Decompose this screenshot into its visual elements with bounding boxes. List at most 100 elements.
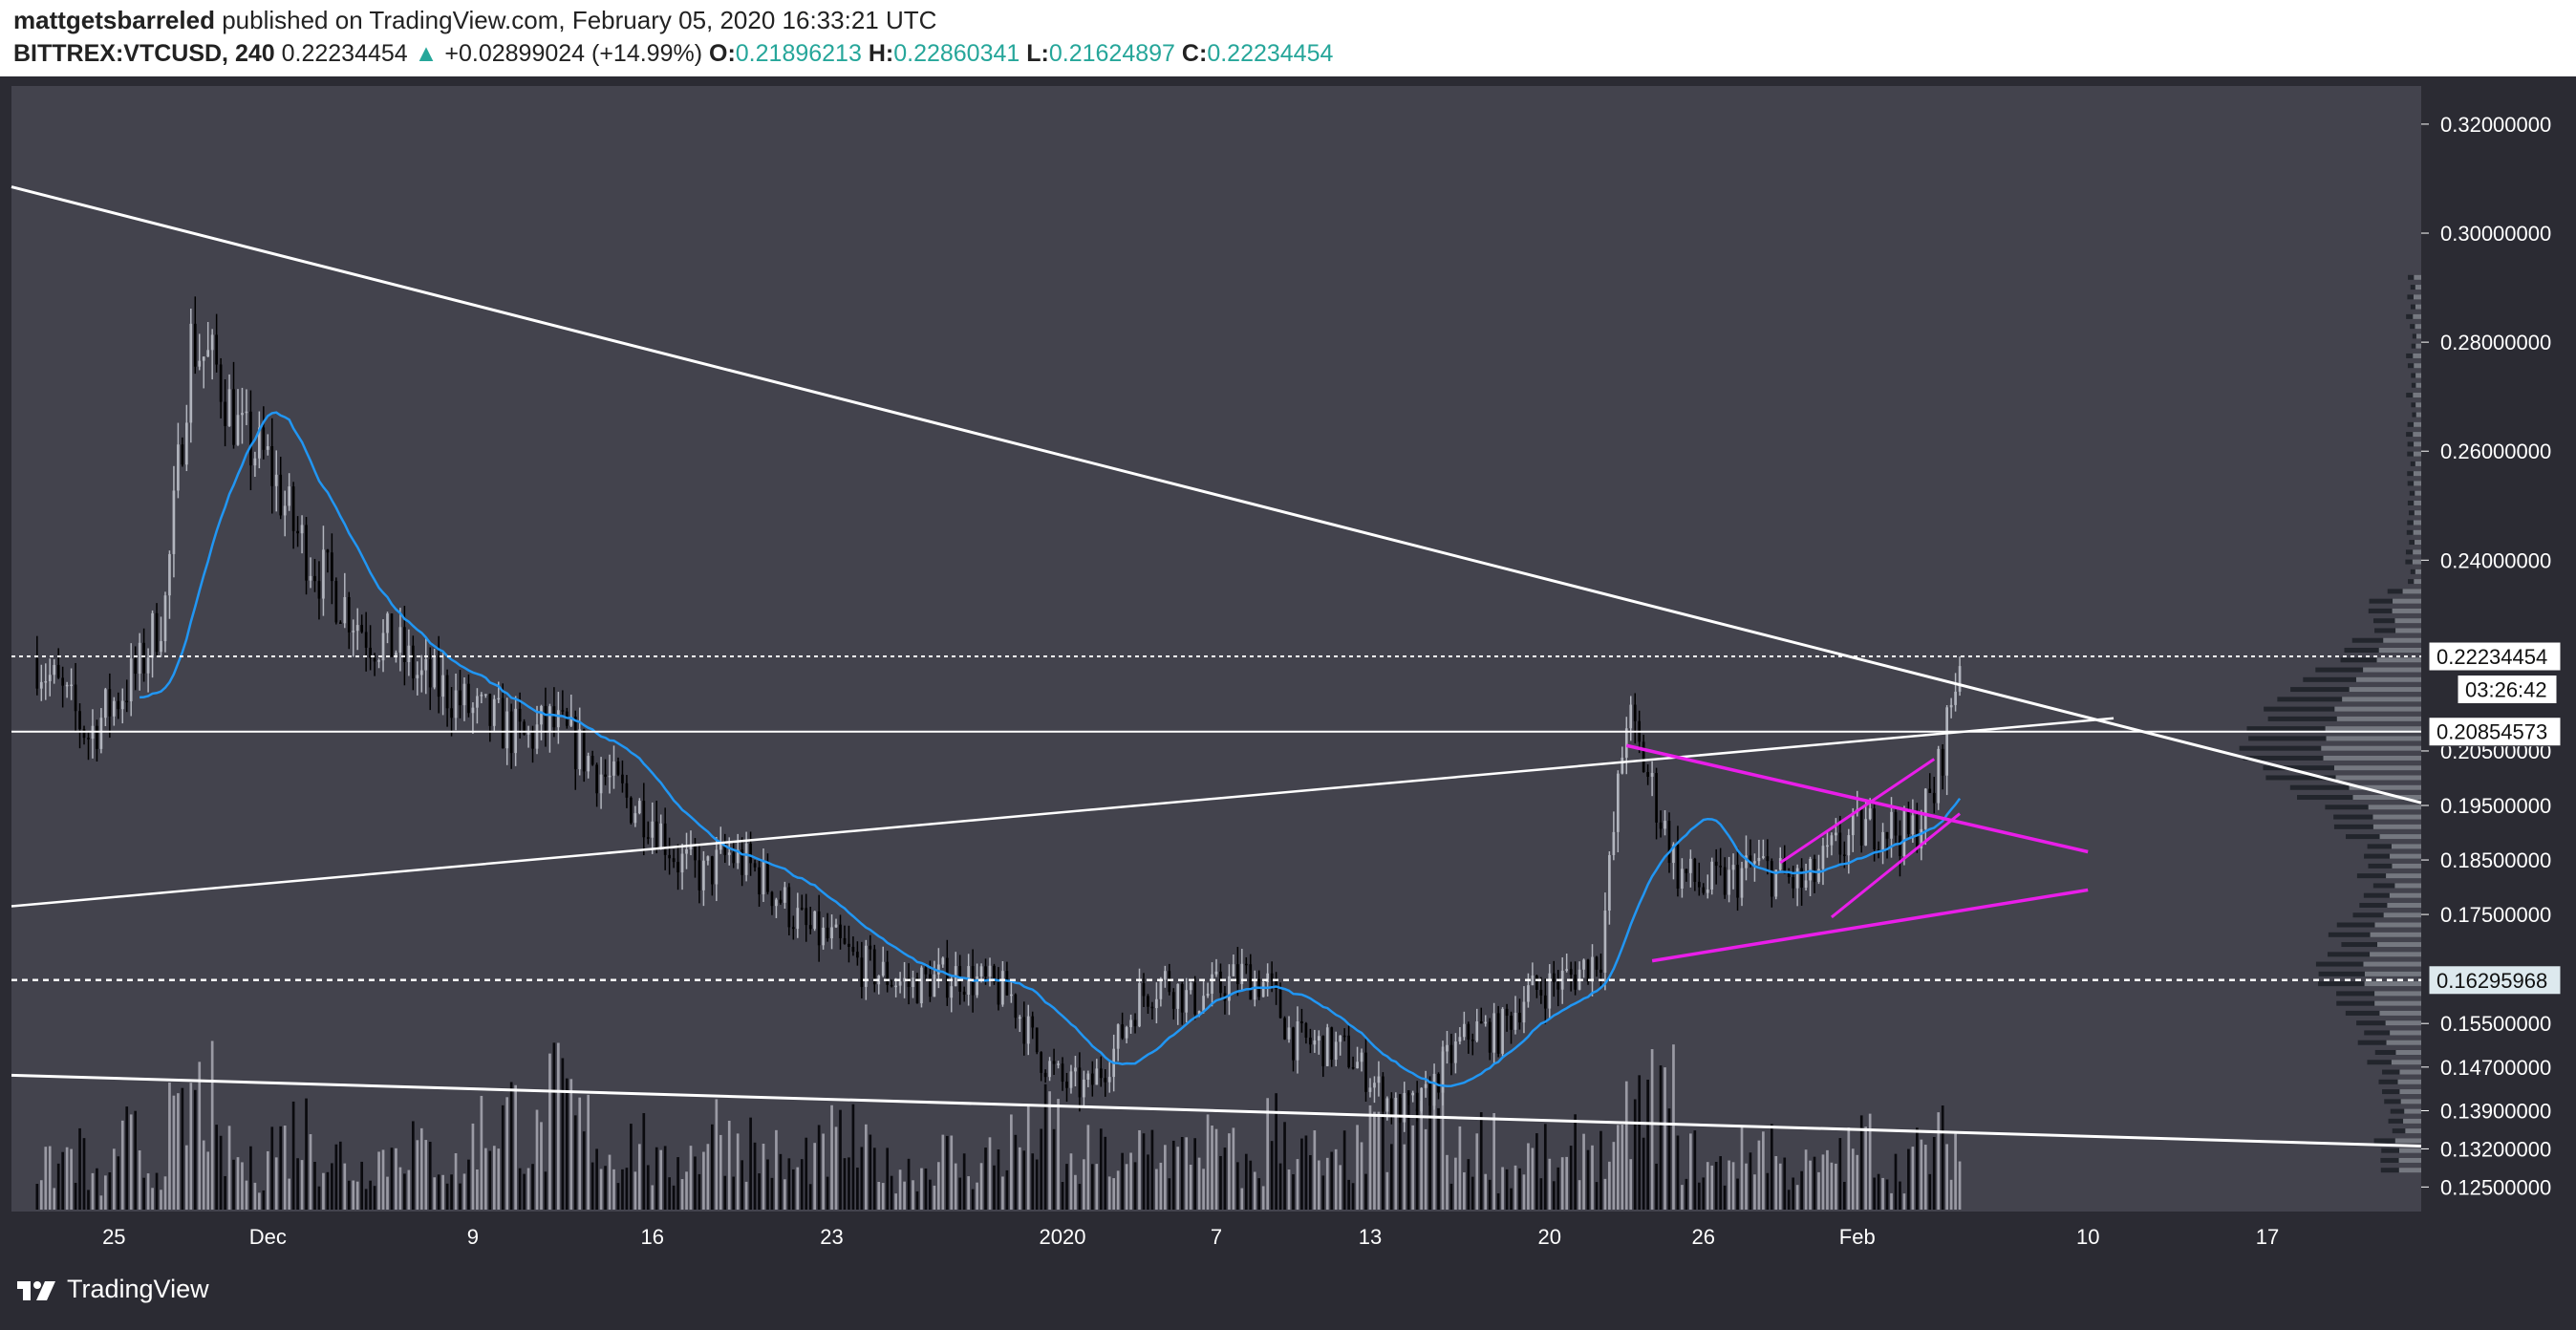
volume-bar [689, 1146, 693, 1210]
plot-area[interactable] [11, 86, 2421, 1212]
volume-bar [1492, 1113, 1495, 1210]
candle-body [1057, 1063, 1060, 1065]
price-chart[interactable]: 0.32000000 0.30000000 0.28000000 0.26000000… [0, 76, 2576, 1261]
candle-body [1932, 792, 1936, 804]
volume-bar [338, 1141, 342, 1210]
volume-bar [1168, 1178, 1171, 1210]
volume-bar [514, 1084, 517, 1210]
volume-bar [565, 1078, 569, 1210]
volume-bar [1325, 1157, 1329, 1210]
volume-bar [1496, 1192, 1500, 1210]
candle-body [1189, 982, 1192, 991]
volume-profile-bar-value [2395, 1049, 2421, 1055]
candle-body [540, 705, 543, 725]
candle-body [1373, 1083, 1376, 1088]
volume-bar [864, 1124, 868, 1210]
candle-body [1095, 1068, 1099, 1085]
volume-bar [1240, 1188, 1244, 1210]
volume-bar [1736, 1178, 1739, 1210]
published-text: published on TradingView.com, February 0… [222, 6, 937, 34]
volume-bar [1155, 1169, 1158, 1210]
candle-body [1740, 868, 1744, 898]
volume-bar [177, 1093, 180, 1210]
candle-body [1787, 873, 1791, 878]
candle-body [1873, 808, 1876, 850]
author-name[interactable]: mattgetsbarreled [13, 6, 215, 34]
volume-bar [120, 1120, 124, 1210]
volume-bar [352, 1180, 355, 1210]
candle-body [1877, 849, 1880, 851]
candle-body [1026, 1016, 1030, 1044]
candle-body [48, 675, 52, 681]
candle-body [266, 446, 269, 450]
candle-body [1347, 1035, 1350, 1067]
candle-body [1253, 978, 1256, 1000]
candle-body [535, 724, 539, 749]
volume-bar [569, 1079, 573, 1210]
volume-bar [612, 1169, 615, 1210]
volume-bar [1795, 1185, 1799, 1210]
candle-body [762, 861, 765, 895]
volume-bar [578, 1097, 582, 1210]
volume-bar [1125, 1164, 1128, 1210]
volume-profile-bar-value [2394, 883, 2421, 889]
volume-bar [198, 1062, 202, 1210]
volume-bar [172, 1095, 176, 1210]
volume-bar [1501, 1167, 1504, 1210]
candle-body [1894, 811, 1898, 836]
candle-body [236, 415, 240, 445]
volume-profile-bar-value [2394, 618, 2421, 624]
candle-body [984, 966, 987, 977]
volume-profile-bar-value [2403, 1118, 2421, 1124]
candle-body [1492, 1013, 1495, 1053]
volume-bar [1655, 1163, 1658, 1210]
candle-body [1001, 971, 1004, 1005]
candle-body [732, 852, 736, 864]
volume-bar [979, 1163, 983, 1210]
volume-profile-bar-value [2364, 971, 2421, 976]
candle-body [1911, 815, 1915, 835]
volume-bar [1911, 1147, 1915, 1210]
candle-body [1646, 772, 1649, 777]
candle-body [219, 364, 223, 402]
price-axis[interactable]: 0.32000000 0.30000000 0.28000000 0.26000000… [2421, 113, 2551, 1199]
tradingview-logo[interactable]: TradingView [17, 1275, 209, 1304]
volume-bar [1693, 1130, 1697, 1210]
volume-profile-bar-value [2414, 481, 2421, 486]
volume-bar [1163, 1145, 1167, 1210]
candle-body [1650, 773, 1654, 777]
volume-bar [997, 1149, 1000, 1210]
candle-body [766, 861, 769, 892]
trendline-drawings [11, 185, 2422, 1148]
candle-body [411, 645, 415, 678]
candle-body [808, 925, 812, 930]
volume-bar [56, 1163, 60, 1210]
volume-bar [313, 1162, 316, 1210]
volume-bar [403, 1173, 406, 1210]
candle-body [1031, 1016, 1035, 1028]
volume-profile-bar-value [2342, 697, 2421, 702]
candle-body [1937, 748, 1941, 804]
candle-body [621, 774, 624, 783]
candle-body [912, 977, 914, 987]
volume-profile-bar-value [2415, 402, 2421, 408]
candle-body [1770, 861, 1773, 897]
volume-bar [967, 1176, 970, 1210]
volume-bar [1406, 1090, 1410, 1210]
candle-body [1518, 1013, 1521, 1023]
volume-bar [219, 1135, 223, 1210]
volume-profile-bar-value [2392, 863, 2421, 869]
candle-body [168, 553, 171, 596]
moving-average-line [140, 411, 1962, 1088]
volume-bar [1702, 1177, 1706, 1210]
volume-bar [1083, 1159, 1085, 1210]
open-label: O: [709, 40, 736, 67]
candle-body [890, 984, 893, 987]
candle-body [291, 486, 295, 531]
candle-body [1240, 963, 1244, 985]
volume-profile-bar-value [2414, 441, 2421, 447]
candle-body [1667, 821, 1671, 864]
time-tick-label: 17 [2256, 1225, 2279, 1249]
volume-bar [1449, 1183, 1453, 1210]
time-axis[interactable]: 25 Dec 9 16 23 2020 7 13 20 26 Feb 10 17 [102, 1225, 2279, 1249]
